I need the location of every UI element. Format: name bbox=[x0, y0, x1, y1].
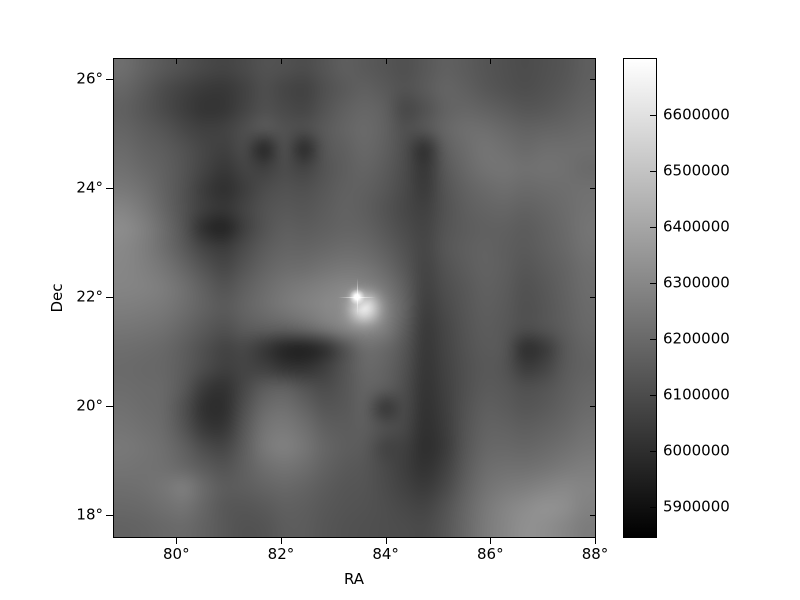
x-tick-mark bbox=[385, 538, 387, 544]
x-tick-mark bbox=[490, 538, 492, 544]
colorbar-tick-label: 6400000 bbox=[663, 217, 730, 236]
y-tick-mark bbox=[106, 188, 113, 190]
x-tick-mark-top bbox=[385, 59, 387, 64]
x-tick-mark-top bbox=[490, 59, 492, 64]
x-axis-label: RA bbox=[343, 570, 365, 588]
x-tick-mark bbox=[176, 538, 178, 544]
y-tick-label: 26° bbox=[76, 69, 103, 88]
y-tick-mark bbox=[106, 297, 113, 299]
y-axis-label: Dec bbox=[48, 283, 66, 313]
colorbar-tick-label: 5900000 bbox=[663, 497, 730, 516]
colorbar-tick-mark bbox=[650, 282, 656, 284]
y-tick-mark bbox=[106, 406, 113, 408]
y-tick-mark-right bbox=[590, 79, 595, 81]
colorbar-tick-label: 6600000 bbox=[663, 105, 730, 124]
colorbar-tick-mark bbox=[650, 450, 656, 452]
colorbar-tick-mark bbox=[650, 338, 656, 340]
colorbar-tick-label: 6500000 bbox=[663, 161, 730, 180]
colorbar-tick-mark bbox=[650, 506, 656, 508]
colorbar-tick-mark bbox=[650, 170, 656, 172]
colorbar-tick-mark bbox=[650, 114, 656, 116]
x-tick-label: 84° bbox=[372, 545, 399, 563]
x-tick-mark-top bbox=[176, 59, 178, 64]
y-tick-mark bbox=[106, 515, 113, 517]
heatmap-canvas bbox=[114, 59, 595, 537]
x-tick-mark bbox=[280, 538, 282, 544]
y-tick-mark-right bbox=[590, 406, 595, 408]
y-tick-mark-right bbox=[590, 297, 595, 299]
x-tick-label: 80° bbox=[162, 545, 190, 563]
colorbar bbox=[623, 58, 657, 538]
y-tick-mark bbox=[106, 79, 113, 81]
colorbar-tick-mark bbox=[650, 226, 656, 228]
y-tick-label: 24° bbox=[76, 178, 103, 197]
colorbar-tick-label: 6200000 bbox=[663, 329, 730, 348]
x-tick-label: 86° bbox=[477, 545, 504, 563]
colorbar-tick-label: 6000000 bbox=[663, 441, 730, 460]
sky-map-plot bbox=[113, 58, 596, 538]
x-tick-mark-top bbox=[595, 59, 596, 64]
x-tick-label: 88° bbox=[581, 545, 609, 563]
y-tick-label: 20° bbox=[76, 396, 103, 415]
y-tick-mark-right bbox=[590, 188, 595, 190]
y-tick-mark-right bbox=[590, 515, 595, 517]
y-tick-label: 22° bbox=[76, 287, 103, 306]
x-tick-label: 82° bbox=[267, 545, 295, 563]
colorbar-tick-mark bbox=[650, 394, 656, 396]
x-tick-mark bbox=[595, 538, 596, 544]
y-tick-label: 18° bbox=[76, 505, 103, 524]
colorbar-tick-label: 6100000 bbox=[663, 385, 730, 404]
colorbar-tick-label: 6300000 bbox=[663, 273, 730, 292]
x-tick-mark-top bbox=[280, 59, 282, 64]
